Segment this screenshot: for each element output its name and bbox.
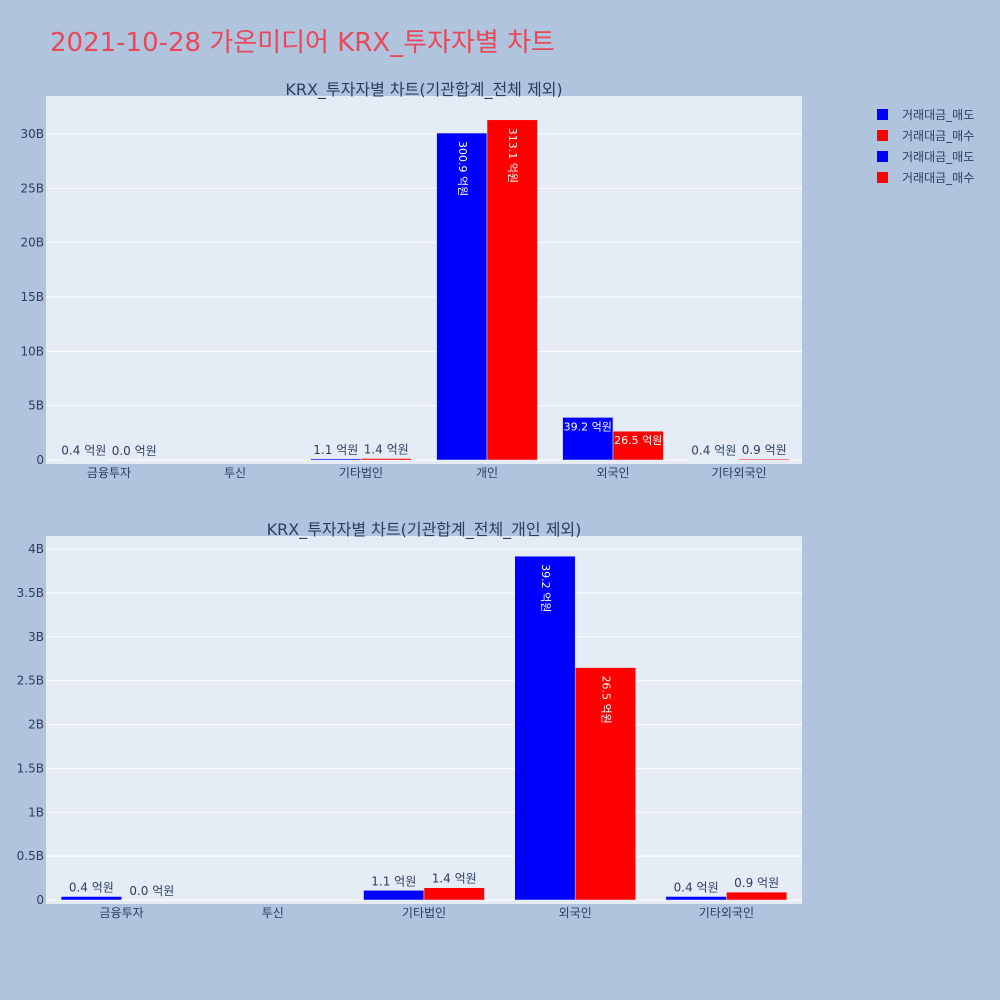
chart-2: 0 0.5B 1B 1.5B 2B 2.5B 3B 3.5B 4B KRX_투자자별 차트(기관합… xyxy=(17,520,802,920)
x-tick-label: 금융투자 xyxy=(100,906,144,920)
legend-swatch[interactable] xyxy=(877,151,888,162)
x-tick-label: 외국인 xyxy=(559,906,592,920)
legend-swatch[interactable] xyxy=(877,109,888,120)
y-tick-label: 1B xyxy=(28,805,44,819)
bar[interactable] xyxy=(665,896,727,901)
data-label: 26.5 억원 xyxy=(599,676,612,724)
data-label: 26.5 억원 xyxy=(614,434,662,447)
data-label: 1.4 억원 xyxy=(432,872,477,886)
y-tick-label: 1.5B xyxy=(17,761,44,775)
data-label: 300.9 억원 xyxy=(456,141,469,196)
y-tick-label: 10B xyxy=(20,344,44,358)
x-tick-label: 기타법인 xyxy=(339,466,383,480)
x-tick-label: 금융투자 xyxy=(87,466,131,480)
bar[interactable] xyxy=(562,417,614,461)
legend-item-label[interactable]: 거래대금_매수 xyxy=(902,129,974,143)
x-tick-label: 투신 xyxy=(224,466,246,480)
legend-swatch[interactable] xyxy=(877,130,888,141)
x-tick-label: 외국인 xyxy=(596,466,629,480)
chart-1: 0 5B 10B 15B 20B 25B 30B KRX_투자자별 차트(기관합계_전체 제외… xyxy=(20,80,802,480)
data-label: 0.9 억원 xyxy=(742,443,787,457)
data-label: 1.1 억원 xyxy=(371,874,416,888)
y-tick-label: 25B xyxy=(20,181,44,195)
x-tick-label: 투신 xyxy=(262,906,284,920)
bar[interactable] xyxy=(514,555,576,901)
legend-swatch[interactable] xyxy=(877,172,888,183)
y-tick-label: 5B xyxy=(28,399,44,413)
legend-item-label[interactable]: 거래대금_매수 xyxy=(902,171,974,185)
data-label: 0.9 억원 xyxy=(734,876,779,890)
y-tick-label: 20B xyxy=(20,236,44,250)
bar[interactable] xyxy=(574,667,636,901)
y-tick-label: 4B xyxy=(28,542,44,556)
bar[interactable] xyxy=(738,458,790,461)
y-tick-label: 3B xyxy=(28,630,44,644)
legend-item-label[interactable]: 거래대금_매도 xyxy=(902,108,974,122)
bar[interactable] xyxy=(360,458,412,461)
data-label: 0.0 억원 xyxy=(129,884,174,898)
data-label: 1.4 억원 xyxy=(364,442,409,456)
data-label: 0.4 억원 xyxy=(69,880,114,894)
y-tick-label: 2B xyxy=(28,718,44,732)
y-tick-label: 0 xyxy=(36,893,44,907)
bar[interactable] xyxy=(310,458,362,461)
bar[interactable] xyxy=(486,119,538,461)
y-tick-label: 2.5B xyxy=(17,674,44,688)
data-label: 0.4 억원 xyxy=(61,444,106,458)
x-tick-label: 기타외국인 xyxy=(711,466,766,480)
bar[interactable] xyxy=(363,890,425,901)
x-tick-label: 기타법인 xyxy=(402,906,446,920)
legend-item-label[interactable]: 거래대금_매도 xyxy=(902,150,974,164)
data-label: 39.2 억원 xyxy=(564,420,612,433)
plot-area xyxy=(46,96,802,464)
bar[interactable] xyxy=(60,896,122,901)
data-label: 0.4 억원 xyxy=(691,444,736,458)
data-label: 39.2 억원 xyxy=(539,564,552,612)
data-label: 1.1 억원 xyxy=(313,443,358,457)
y-tick-label: 30B xyxy=(20,127,44,141)
data-label: 313.1 억원 xyxy=(506,128,519,183)
x-tick-label: 개인 xyxy=(476,466,498,480)
y-tick-label: 0 xyxy=(36,453,44,467)
x-tick-label: 기타외국인 xyxy=(699,906,754,920)
y-tick-label: 15B xyxy=(20,290,44,304)
bar[interactable] xyxy=(423,887,485,901)
bar[interactable] xyxy=(612,430,664,461)
y-tick-label: 3.5B xyxy=(17,586,44,600)
data-label: 0.4 억원 xyxy=(674,880,719,894)
bar[interactable] xyxy=(726,891,788,901)
bar[interactable] xyxy=(436,132,488,461)
chart-subtitle: KRX_투자자별 차트(기관합계_전체_개인 제외) xyxy=(267,520,582,540)
plot-area xyxy=(46,536,802,904)
y-tick-label: 0.5B xyxy=(17,849,44,863)
page-title: 2021-10-28 가온미디어 KRX_투자자별 차트 xyxy=(50,28,555,58)
data-label: 0.0 억원 xyxy=(112,444,157,458)
chart-subtitle: KRX_투자자별 차트(기관합계_전체 제외) xyxy=(285,80,562,100)
